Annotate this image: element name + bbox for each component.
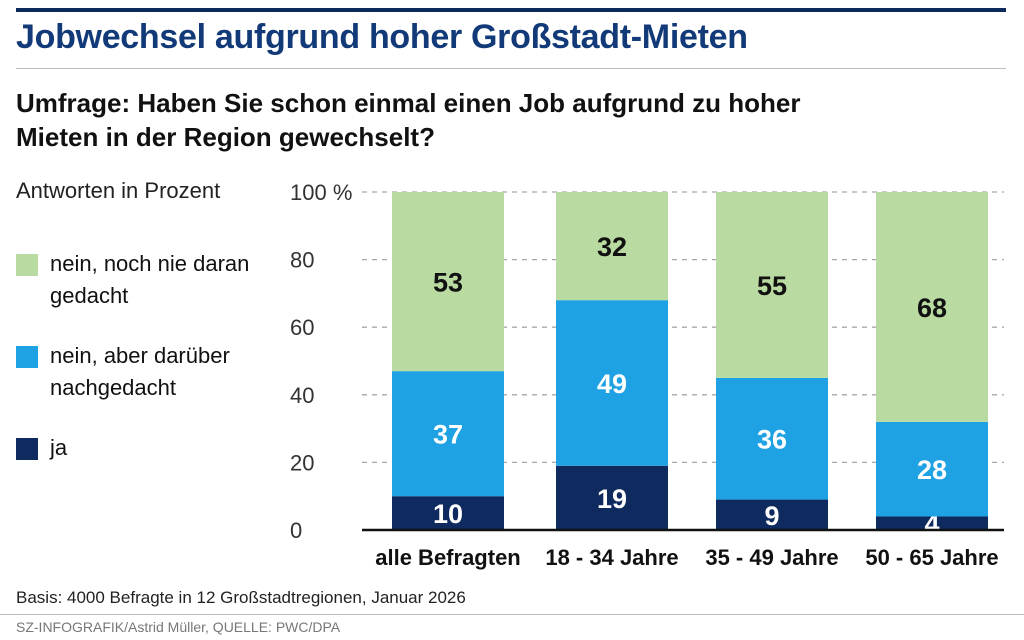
y-tick-label: 0 — [290, 518, 302, 543]
y-tick-label: 80 — [290, 248, 314, 273]
bar-segment — [716, 377, 828, 500]
unit-label: Antworten in Prozent — [16, 178, 221, 203]
source-credit: SZ-INFOGRAFIK/Astrid Müller, QUELLE: PWC… — [16, 619, 341, 635]
title-divider — [16, 68, 1006, 69]
data-label: 55 — [757, 271, 787, 301]
data-label: 36 — [757, 425, 787, 455]
basis-note: Basis: 4000 Befragte in 12 Großstadtregi… — [16, 588, 466, 607]
x-tick-label: 35 - 49 Jahre — [705, 545, 838, 570]
legend-label-yes: ja — [50, 435, 68, 460]
x-tick-label: alle Befragten — [375, 545, 521, 570]
y-tick-label: 20 — [290, 450, 314, 475]
data-label: 4 — [924, 509, 939, 539]
x-tick-label: 18 - 34 Jahre — [545, 545, 678, 570]
y-tick-label: 60 — [290, 315, 314, 340]
page-title: Jobwechsel aufgrund hoher Großstadt-Miet… — [16, 18, 748, 56]
data-label: 68 — [917, 293, 947, 323]
bar-segment — [556, 465, 668, 530]
bar-segment — [876, 421, 988, 517]
data-label: 28 — [917, 455, 947, 485]
bar-segment — [556, 300, 668, 466]
bar-segment — [716, 499, 828, 530]
bar-segment — [556, 192, 668, 301]
data-label: 37 — [433, 420, 463, 450]
legend-label-never-thought: nein, noch nie daran gedacht — [50, 251, 250, 308]
bar-segment — [392, 192, 504, 372]
legend-swatch-yes — [16, 438, 38, 460]
bar-segment — [392, 496, 504, 530]
y-tick-label: 100 % — [290, 180, 352, 205]
data-label: 49 — [597, 369, 627, 399]
y-tick-label: 40 — [290, 383, 314, 408]
bar-segment — [876, 516, 988, 530]
legend-label-thought-about: nein, aber darüber nachgedacht — [50, 343, 230, 400]
bar-segment — [392, 371, 504, 497]
chart-subtitle: Umfrage: Haben Sie schon einmal einen Jo… — [16, 88, 801, 152]
legend-swatch-never-thought — [16, 254, 38, 276]
data-label: 53 — [433, 268, 463, 298]
data-label: 9 — [764, 501, 779, 531]
data-label: 10 — [433, 499, 463, 529]
legend-swatch-thought-about — [16, 346, 38, 368]
data-label: 19 — [597, 484, 627, 514]
data-label: 32 — [597, 232, 627, 262]
bar-segment — [876, 192, 988, 422]
top-rule — [16, 8, 1006, 12]
x-tick-label: 50 - 65 Jahre — [865, 545, 998, 570]
bar-segment — [716, 192, 828, 378]
footer-divider — [0, 614, 1024, 615]
